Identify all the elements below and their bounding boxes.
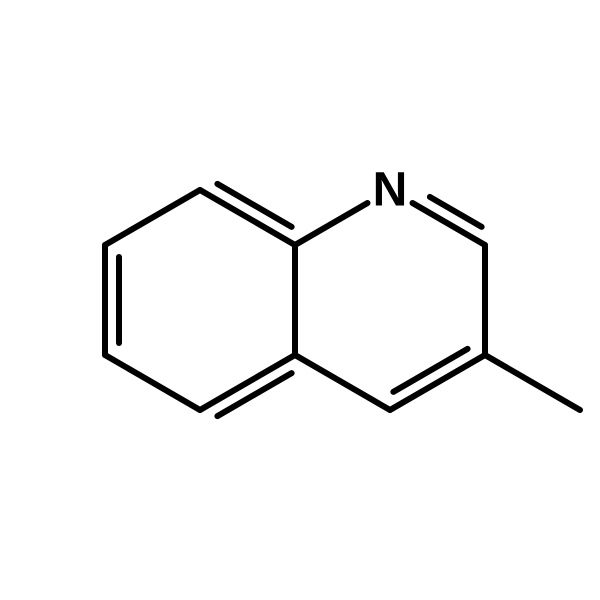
- molecule-canvas: N: [0, 0, 600, 600]
- atom-label: N: [373, 164, 408, 217]
